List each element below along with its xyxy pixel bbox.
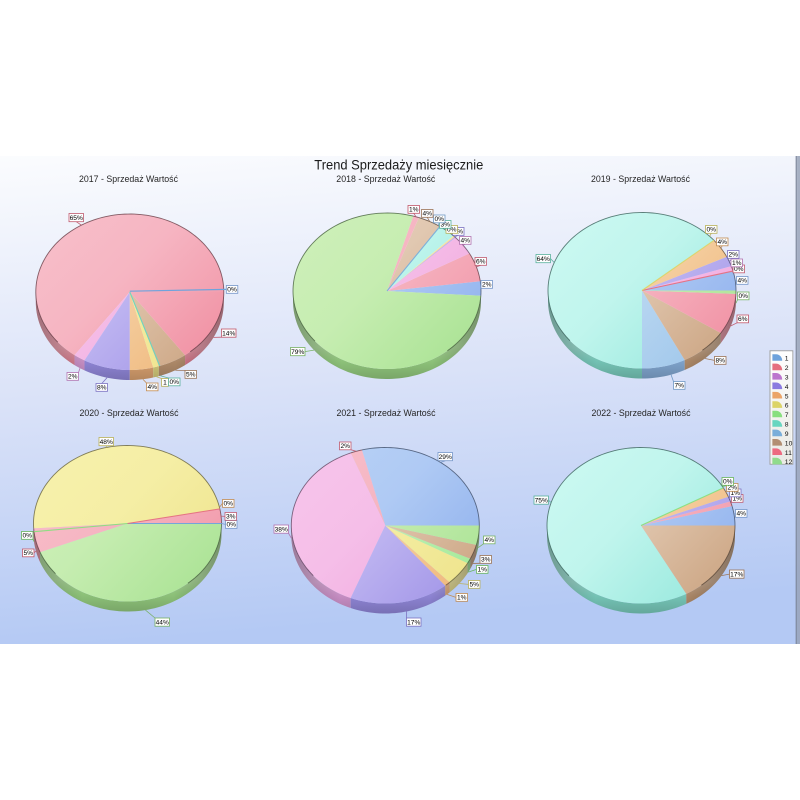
svg-text:2%: 2% [68,374,78,381]
svg-text:2020 - Sprzedaż Wartość: 2020 - Sprzedaż Wartość [80,408,179,418]
svg-text:6%: 6% [476,259,486,266]
svg-text:17%: 17% [407,620,420,627]
svg-text:0%: 0% [226,522,236,529]
svg-text:0%: 0% [706,227,716,234]
svg-text:1%: 1% [730,490,740,497]
svg-text:2019 - Sprzedaż Wartość: 2019 - Sprzedaż Wartość [591,174,690,184]
svg-text:10: 10 [785,440,793,447]
svg-text:1%: 1% [409,207,419,214]
svg-text:5: 5 [785,393,789,400]
svg-text:5%: 5% [23,550,33,557]
svg-text:14%: 14% [222,331,235,338]
svg-text:5%: 5% [186,372,196,379]
svg-text:48%: 48% [100,439,113,446]
svg-text:2%: 2% [728,252,738,259]
svg-text:3: 3 [785,374,789,381]
svg-text:0%: 0% [169,379,179,386]
svg-text:9: 9 [785,431,789,438]
svg-text:0%: 0% [734,266,744,273]
svg-text:3%: 3% [481,557,491,564]
svg-text:4%: 4% [460,238,470,245]
svg-text:4: 4 [785,384,789,391]
svg-text:8%: 8% [97,385,107,392]
svg-text:64%: 64% [537,256,550,263]
svg-text:4%: 4% [737,278,747,285]
svg-text:2017 - Sprzedaż Wartość: 2017 - Sprzedaż Wartość [79,174,178,184]
svg-text:7%: 7% [674,383,684,390]
svg-text:75%: 75% [535,498,548,505]
svg-text:3%: 3% [440,222,450,229]
svg-text:1%: 1% [477,567,487,574]
svg-text:Trend Sprzedaży miesięcznie: Trend Sprzedaży miesięcznie [314,158,483,173]
svg-text:7: 7 [785,412,789,419]
svg-text:1: 1 [785,356,789,363]
svg-text:0%: 0% [22,533,32,540]
svg-text:0%: 0% [223,501,233,508]
svg-text:0%: 0% [738,293,748,300]
svg-text:1%: 1% [457,595,467,602]
svg-text:0%: 0% [434,216,444,223]
svg-text:3%: 3% [226,514,236,521]
svg-text:44%: 44% [156,620,169,627]
svg-text:65%: 65% [70,215,83,222]
svg-text:2%: 2% [482,282,492,289]
svg-text:4%: 4% [422,211,432,218]
svg-text:4%: 4% [736,511,746,518]
svg-text:1%: 1% [732,260,742,267]
svg-text:12: 12 [785,459,793,466]
svg-text:79%: 79% [291,349,304,356]
svg-text:4%: 4% [484,537,494,544]
svg-text:1%: 1% [732,496,742,503]
svg-text:4%: 4% [147,384,157,391]
svg-text:17%: 17% [730,572,743,579]
svg-text:0%: 0% [723,479,733,486]
svg-text:2: 2 [785,365,789,372]
svg-text:2%: 2% [727,485,737,492]
svg-text:8: 8 [785,422,789,429]
svg-text:1: 1 [163,380,167,387]
svg-text:0%: 0% [453,229,463,236]
svg-text:11: 11 [785,450,792,457]
svg-text:0%: 0% [227,287,237,294]
svg-text:5%: 5% [469,582,479,589]
svg-text:8%: 8% [715,358,725,365]
svg-text:6%: 6% [738,316,748,323]
svg-text:4%: 4% [717,239,727,246]
svg-text:2018 - Sprzedaż Wartość: 2018 - Sprzedaż Wartość [336,174,435,184]
svg-text:29%: 29% [439,454,452,461]
svg-text:2021 - Sprzedaż Wartość: 2021 - Sprzedaż Wartość [337,408,436,418]
svg-text:2%: 2% [340,443,350,450]
svg-text:6: 6 [785,403,789,410]
svg-text:38%: 38% [275,527,288,534]
svg-text:0%: 0% [447,227,457,234]
svg-text:2022 - Sprzedaż Wartość: 2022 - Sprzedaż Wartość [592,408,691,418]
